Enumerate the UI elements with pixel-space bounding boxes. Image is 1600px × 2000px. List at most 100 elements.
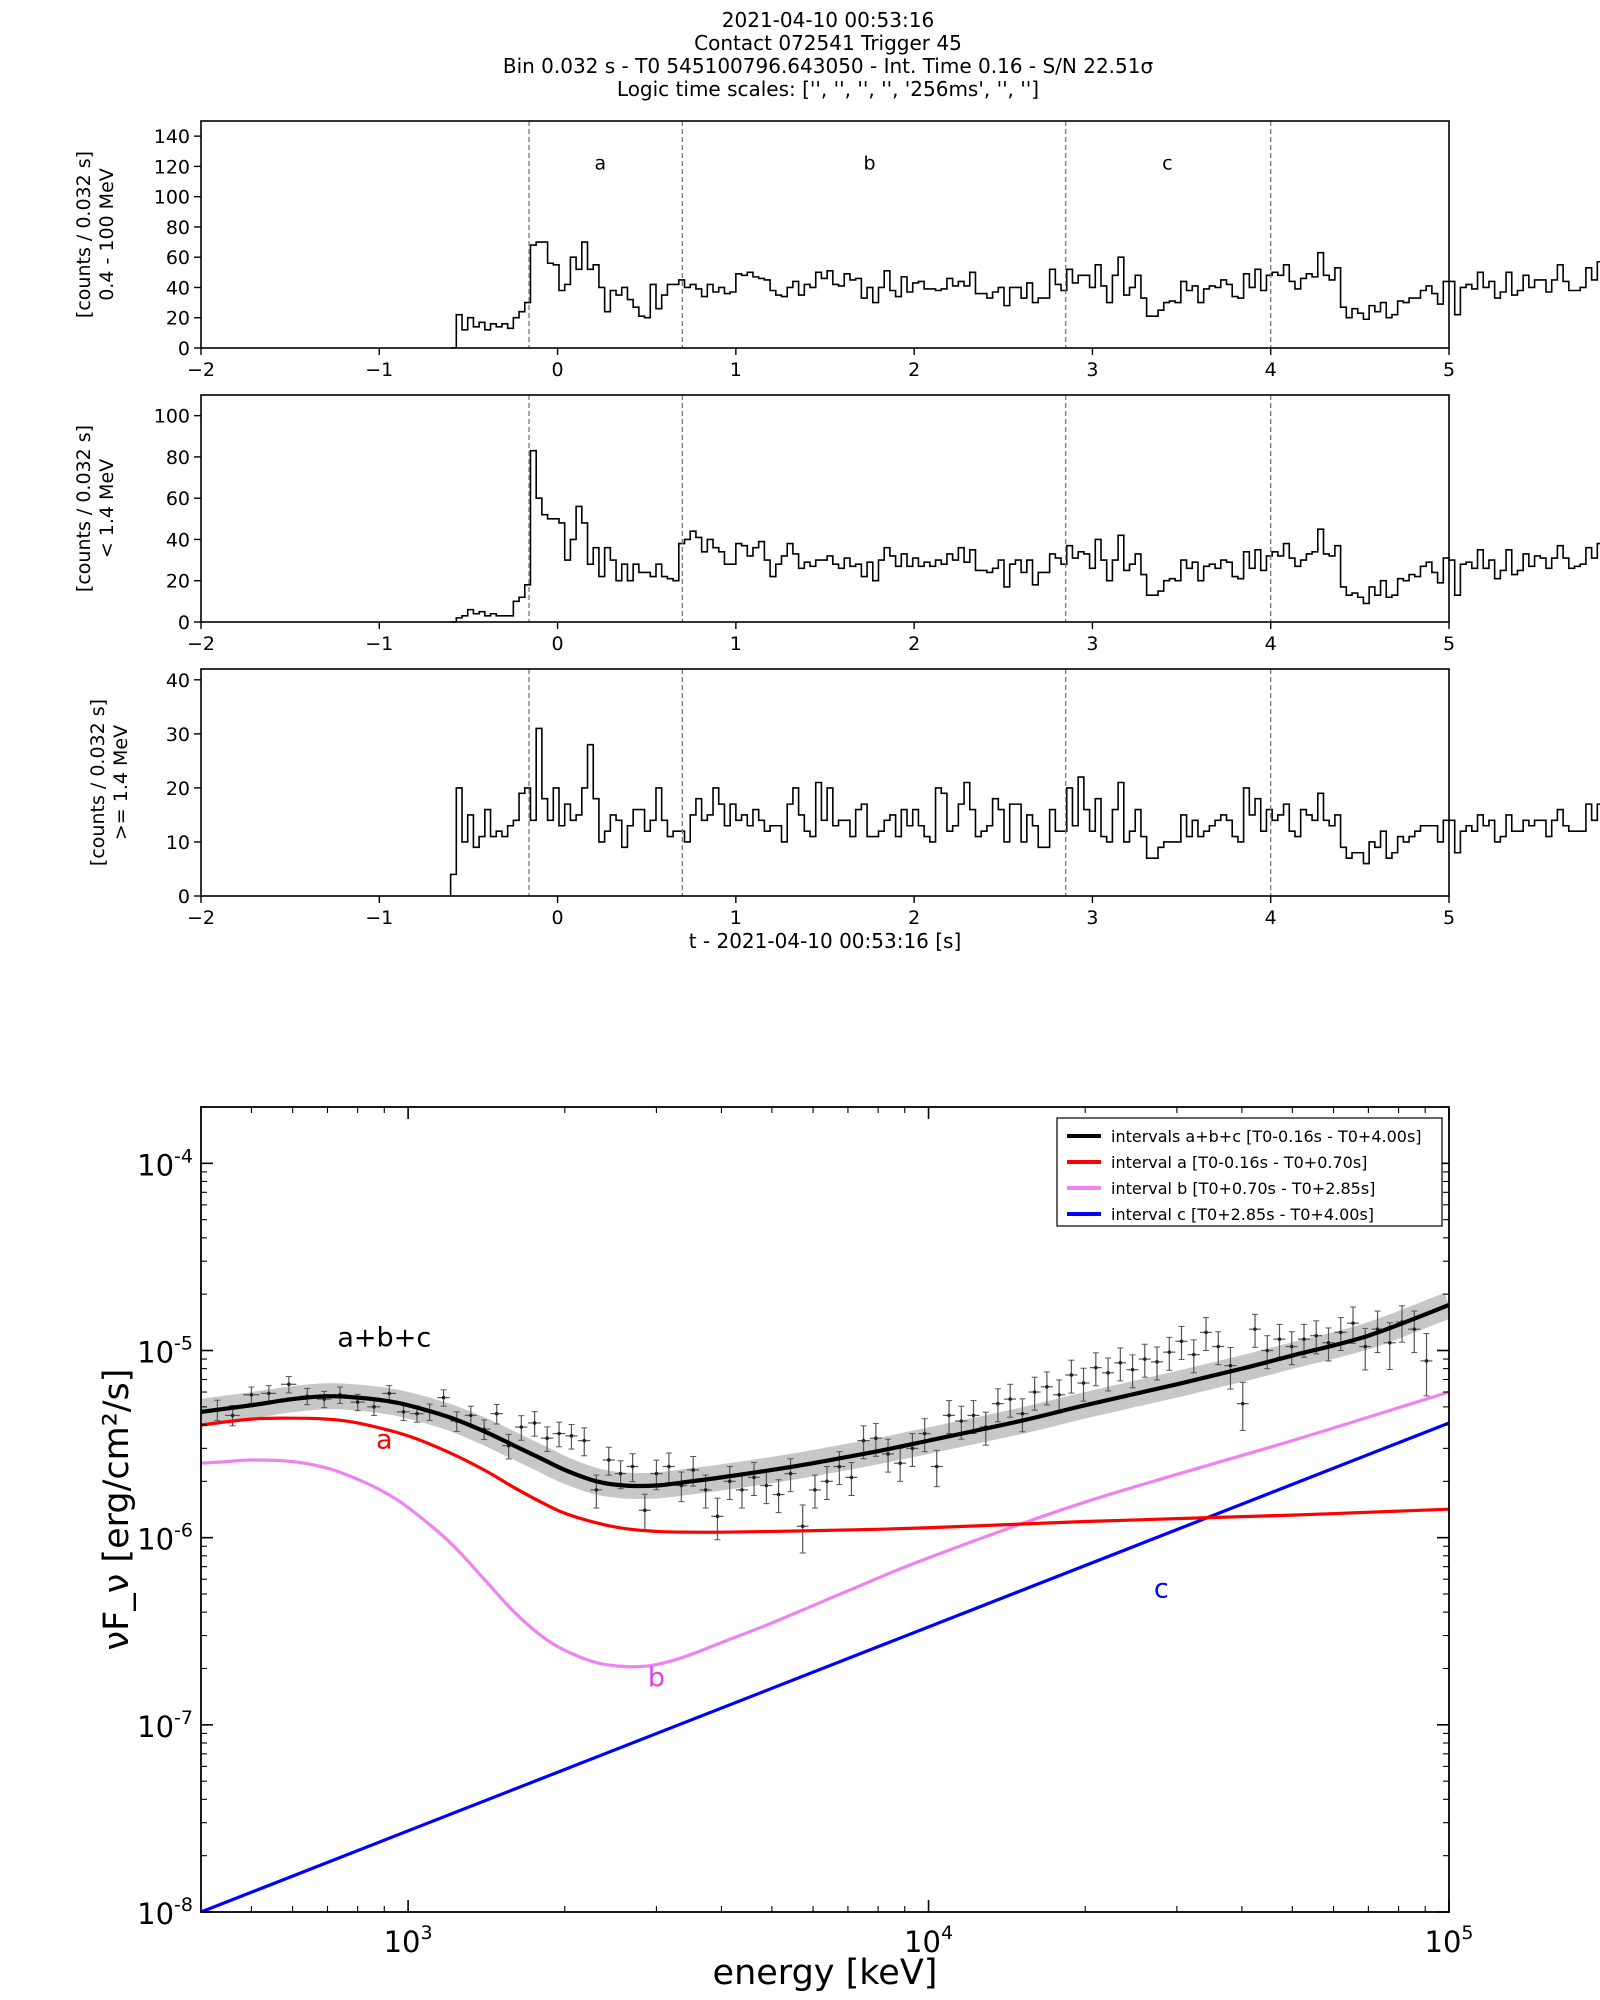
point-marker xyxy=(1424,1359,1429,1363)
point-marker xyxy=(1338,1330,1343,1335)
point-marker xyxy=(1204,1330,1208,1335)
point-marker xyxy=(1351,1321,1355,1325)
point-marker xyxy=(1094,1365,1098,1370)
data-point xyxy=(1199,1317,1212,1352)
point-marker xyxy=(1045,1384,1049,1389)
plot-frame xyxy=(200,394,1450,623)
point-marker xyxy=(594,1488,599,1492)
point-marker xyxy=(788,1471,793,1476)
y-tick-label: 40 xyxy=(166,277,190,299)
data-point xyxy=(1346,1306,1359,1344)
point-marker xyxy=(971,1413,976,1418)
point-marker xyxy=(1277,1337,1282,1341)
x-tick-label: 4 xyxy=(1265,359,1277,381)
plot-frame xyxy=(200,668,1450,897)
y-axis-label: [counts / 0.032 s] xyxy=(73,151,95,318)
point-marker xyxy=(643,1508,647,1513)
data-point xyxy=(1187,1339,1200,1374)
x-tick-label: 0 xyxy=(552,359,564,381)
data-point xyxy=(1322,1327,1335,1362)
y-tick-label: 10-5 xyxy=(137,1333,193,1370)
point-marker xyxy=(922,1431,927,1436)
x-tick-label: 2 xyxy=(908,633,920,655)
y-axis-label-band: < 1.4 MeV xyxy=(96,459,118,558)
x-axis-label: t - 2021-04-10 00:53:16 [s] xyxy=(689,929,962,953)
data-point xyxy=(845,1462,858,1497)
tick-base: 10 xyxy=(137,1523,174,1557)
legend-entry: interval a [T0-0.16s - T0+0.70s] xyxy=(1111,1153,1367,1172)
data-point xyxy=(1175,1325,1188,1360)
point-marker xyxy=(874,1436,878,1440)
curve-label: b xyxy=(648,1663,665,1694)
point-marker xyxy=(630,1464,635,1469)
y-tick-label: 80 xyxy=(166,447,190,469)
tick-base: 10 xyxy=(1425,1925,1462,1959)
tick-exponent: -8 xyxy=(174,1894,193,1916)
x-tick-label: 3 xyxy=(1086,907,1098,929)
x-tick-label: 5 xyxy=(1443,907,1455,929)
y-tick-label: 10-6 xyxy=(137,1520,193,1557)
point-marker xyxy=(1167,1350,1172,1354)
interval-label: a xyxy=(595,152,607,174)
point-marker xyxy=(545,1436,549,1440)
y-axis-label-band: >= 1.4 MeV xyxy=(110,725,132,840)
y-tick-label: 120 xyxy=(154,156,190,178)
y-tick-label: 100 xyxy=(154,406,190,428)
data-point xyxy=(1004,1383,1017,1418)
y-tick-label: 60 xyxy=(166,247,190,269)
data-point xyxy=(991,1388,1004,1423)
curve-label: a xyxy=(376,1424,393,1455)
y-tick-label: 40 xyxy=(166,529,190,551)
data-point xyxy=(1420,1333,1433,1397)
x-tick-label: −2 xyxy=(187,907,215,929)
tick-base: 10 xyxy=(137,1897,174,1931)
point-marker xyxy=(1302,1337,1306,1341)
spectrum-plot-area xyxy=(201,1292,1449,1912)
lightcurve-panel-low-band: −2 −1 0 1 2 3 4 5 0 20 40 60 80 100 [counts / 0.032 s]… xyxy=(73,394,1600,655)
data-point xyxy=(490,1403,503,1425)
y-tick-label: 60 xyxy=(166,488,190,510)
data-point xyxy=(796,1504,809,1554)
header-line-contact: Contact 072541 Trigger 45 xyxy=(694,31,962,55)
point-marker xyxy=(1130,1367,1135,1372)
tick-base: 10 xyxy=(137,1148,174,1182)
data-point xyxy=(918,1418,931,1453)
point-marker xyxy=(886,1452,890,1456)
point-marker xyxy=(469,1413,473,1418)
point-marker xyxy=(1253,1327,1257,1331)
data-point xyxy=(784,1458,797,1493)
x-tick-label: 104 xyxy=(904,1922,953,1959)
point-marker xyxy=(752,1475,756,1480)
point-marker xyxy=(667,1464,671,1469)
data-point xyxy=(955,1405,968,1440)
point-marker xyxy=(825,1479,829,1484)
x-tick-label: 4 xyxy=(1265,907,1277,929)
point-marker xyxy=(1326,1340,1331,1345)
point-marker xyxy=(1387,1340,1392,1345)
data-point xyxy=(540,1426,554,1452)
data-point xyxy=(1285,1331,1298,1366)
header-line-bin: Bin 0.032 s - T0 545100796.643050 - Int.… xyxy=(503,54,1154,78)
point-marker xyxy=(532,1421,537,1425)
point-marker xyxy=(861,1438,866,1443)
point-marker xyxy=(715,1514,720,1519)
y-tick-label: 0 xyxy=(178,612,190,634)
point-marker xyxy=(837,1464,842,1469)
data-point xyxy=(1383,1322,1396,1370)
point-marker xyxy=(1363,1344,1368,1349)
x-axis-label: energy [keV] xyxy=(713,1953,938,1993)
curve-label: a+b+c xyxy=(337,1323,431,1354)
data-point xyxy=(1212,1331,1225,1366)
data-point xyxy=(1016,1398,1029,1433)
x-tick-label: 1 xyxy=(730,359,742,381)
point-marker xyxy=(441,1395,446,1400)
point-marker xyxy=(355,1400,360,1404)
point-marker xyxy=(1179,1339,1184,1344)
y-axis-label: νF_ν [erg/cm²/s] xyxy=(97,1369,137,1651)
y-tick-label: 40 xyxy=(166,670,190,692)
data-point xyxy=(808,1474,821,1509)
point-marker xyxy=(1265,1348,1270,1353)
point-marker xyxy=(1216,1344,1221,1349)
x-tick-label: 1 xyxy=(730,633,742,655)
